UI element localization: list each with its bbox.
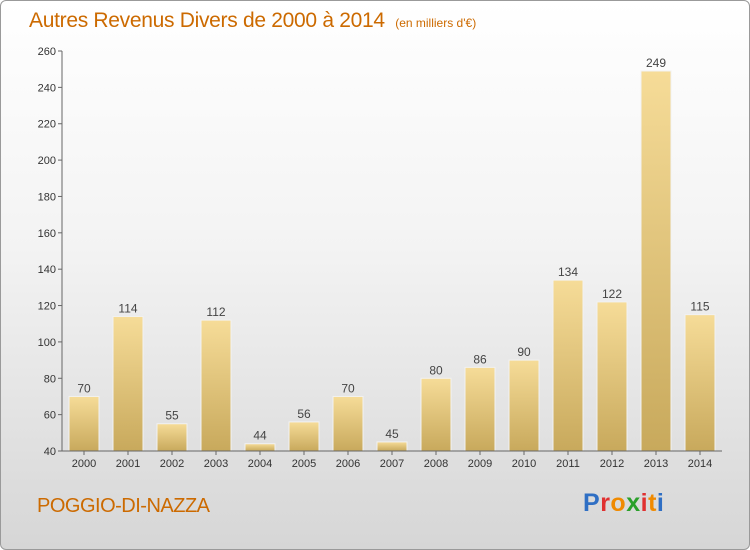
x-tick-label-2012: 2012	[600, 458, 624, 470]
x-tick-label-2000: 2000	[72, 458, 96, 470]
logo-letter: o	[610, 489, 627, 517]
bar-2014	[684, 314, 716, 452]
bar-2004	[244, 443, 276, 452]
chart-unit-note: (en milliers d'€)	[395, 16, 477, 30]
chart-title-text: Autres Revenus Divers de 2000 à 2014	[29, 9, 385, 32]
data-label-2006: 70	[341, 381, 355, 395]
commune-name: POGGIO-DI-NAZZA	[37, 495, 210, 517]
bar-2006	[332, 395, 364, 452]
logo-letter: P	[583, 489, 601, 517]
labels: 70 2000 114 2001 55 2002 112 2003 44 2004 56 2005 70…	[38, 46, 713, 470]
y-tick-label-160: 160	[38, 228, 56, 240]
logo-letter: i	[656, 489, 665, 517]
data-label-2001: 114	[118, 301, 137, 315]
data-label-2013: 249	[646, 56, 666, 70]
bar-2007	[376, 441, 408, 452]
x-tick-label-2011: 2011	[556, 458, 580, 470]
bar-2003	[200, 319, 232, 452]
y-tick-label-200: 200	[38, 155, 56, 167]
x-tick-label-2008: 2008	[424, 458, 448, 470]
data-label-2010: 90	[517, 345, 531, 359]
x-tick-label-2010: 2010	[512, 458, 536, 470]
y-tick-label-180: 180	[38, 191, 56, 203]
bar-2008	[420, 377, 452, 452]
x-tick-label-2006: 2006	[336, 458, 360, 470]
data-label-2014: 115	[690, 300, 709, 314]
x-tick-label-2002: 2002	[160, 458, 184, 470]
bar-2012	[596, 301, 628, 452]
x-tick-label-2001: 2001	[116, 458, 140, 470]
bar-2010	[508, 359, 540, 452]
x-tick-label-2009: 2009	[468, 458, 492, 470]
data-label-2000: 70	[77, 381, 91, 395]
bar-2013	[640, 70, 672, 452]
data-label-2009: 86	[473, 352, 487, 366]
bar-series	[68, 70, 716, 452]
data-label-2011: 134	[558, 265, 578, 279]
chart-title: Autres Revenus Divers de 2000 à 2014 (en…	[29, 9, 476, 33]
data-label-2012: 122	[602, 287, 622, 301]
data-label-2003: 112	[206, 305, 225, 319]
y-tick-label-120: 120	[38, 301, 56, 313]
y-tick-label-80: 80	[44, 373, 56, 385]
data-label-2008: 80	[429, 363, 443, 377]
y-tick-label-40: 40	[44, 446, 56, 458]
data-label-2005: 56	[297, 407, 311, 421]
x-tick-label-2004: 2004	[248, 458, 272, 470]
logo-letter: x	[626, 489, 641, 517]
bar-2000	[68, 395, 100, 452]
x-tick-label-2013: 2013	[644, 458, 668, 470]
logo-letter: i	[640, 489, 649, 517]
data-label-2004: 44	[253, 429, 267, 443]
logo-letter: r	[600, 489, 611, 517]
y-tick-label-220: 220	[38, 119, 56, 131]
x-tick-label-2014: 2014	[688, 458, 712, 470]
bar-2002	[156, 423, 188, 452]
x-tick-label-2007: 2007	[380, 458, 404, 470]
bar-2011	[552, 279, 584, 452]
data-label-2007: 45	[385, 427, 399, 441]
y-tick-label-140: 140	[38, 264, 56, 276]
bar-2009	[464, 366, 496, 452]
bar-2005	[288, 421, 320, 452]
logo-letter: t	[648, 489, 657, 517]
axes	[58, 50, 722, 455]
y-tick-label-260: 260	[38, 46, 56, 58]
data-label-2002: 55	[165, 409, 179, 423]
y-tick-label-240: 240	[38, 82, 56, 94]
y-tick-label-100: 100	[38, 337, 56, 349]
bar-2001	[112, 315, 144, 452]
x-tick-label-2005: 2005	[292, 458, 316, 470]
y-tick-label-60: 60	[44, 410, 56, 422]
proxiti-logo: Proxiti	[583, 489, 664, 518]
x-tick-label-2003: 2003	[204, 458, 228, 470]
